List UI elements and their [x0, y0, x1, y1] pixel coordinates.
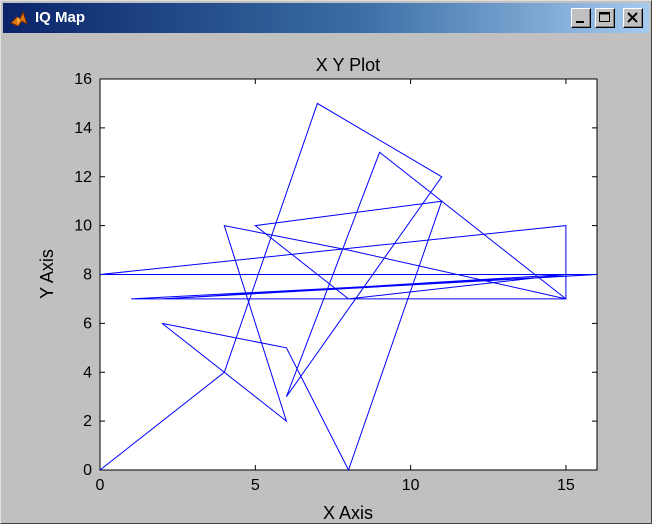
y-tick-label: 12: [74, 169, 92, 186]
title-bar[interactable]: IQ Map: [3, 3, 649, 33]
window-title: IQ Map: [35, 9, 86, 26]
maximize-button[interactable]: [595, 8, 615, 28]
y-tick-label: 6: [83, 315, 92, 332]
y-tick-label: 2: [83, 413, 92, 430]
chart-title: X Y Plot: [316, 55, 380, 75]
y-tick-label: 10: [74, 218, 92, 235]
y-axis-label: Y Axis: [37, 249, 57, 299]
minimize-button[interactable]: [571, 8, 591, 28]
x-tick-label: 15: [557, 477, 575, 494]
y-tick-label: 8: [83, 267, 92, 284]
x-axis-label: X Axis: [323, 503, 373, 523]
close-icon: [627, 12, 638, 23]
series-line: [99, 102, 598, 472]
xy-plot: 0 5 10 15 0 2 4 6 8 10 12 14 16 X Y Plot X Axis Y Ax…: [37, 55, 598, 523]
minimize-icon: [576, 21, 584, 23]
y-tick-label: 0: [83, 462, 92, 479]
x-tick-label: 10: [402, 477, 420, 494]
y-tick-label: 16: [74, 71, 92, 88]
x-tick-label: 5: [251, 477, 260, 494]
y-tick-label: 14: [74, 120, 92, 137]
maximize-icon: [599, 12, 610, 22]
matlab-icon: [10, 10, 28, 27]
x-tick-label: 0: [96, 477, 105, 494]
close-button[interactable]: [623, 8, 643, 28]
y-tick-label: 4: [83, 364, 92, 381]
